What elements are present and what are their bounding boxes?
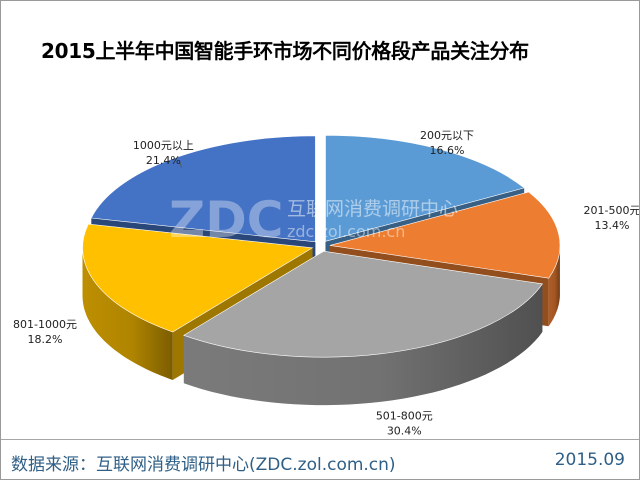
- slice-value-501-800: 30.4%: [387, 425, 422, 438]
- slice-201-500: [329, 191, 561, 279]
- slice-label-801-1000: 801-1000元: [13, 318, 77, 331]
- slice-value-1000: 21.4%: [146, 154, 181, 167]
- slice-side-shade-201-500: [548, 245, 560, 327]
- pie-chart: ZDC 互联网消费调研中心 zdc.zol.com.cn 200元以下 16.6%…: [13, 129, 639, 438]
- slice-value-200: 16.6%: [430, 144, 465, 157]
- slice-label-1000: 1000元以上: [133, 139, 194, 152]
- slice-label-501-800: 501-800元: [376, 410, 433, 423]
- pie-tops: [82, 134, 561, 358]
- slice-value-201-500: 13.4%: [595, 219, 630, 232]
- slice-label-200: 200元以下: [420, 129, 474, 142]
- slice-label-201-500: 201-500元: [584, 204, 639, 217]
- slice-value-801-1000: 18.2%: [28, 333, 63, 346]
- watermark-url: zdc.zol.com.cn: [287, 222, 405, 241]
- pie-labels: 200元以下 16.6% 201-500元 13.4% 501-800元 30.4% 801…: [13, 129, 639, 438]
- pie-leaders: [179, 162, 182, 168]
- footer-source: 数据来源：互联网消费调研中心(ZDC.zol.com.cn): [11, 455, 396, 475]
- slice-side-shade-801-1000: [82, 247, 173, 380]
- slice-501-800: [183, 250, 543, 358]
- footer: 数据来源：互联网消费调研中心(ZDC.zol.com.cn) 2015.09: [1, 439, 639, 479]
- slice-801-1000: [82, 223, 314, 333]
- watermark-logo: ZDC: [169, 191, 283, 249]
- slice-side-shade-501-800: [183, 283, 543, 406]
- watermark: ZDC 互联网消费调研中心 zdc.zol.com.cn: [169, 191, 458, 249]
- leader-line-1000: [179, 162, 182, 168]
- slice-1000: [90, 135, 316, 243]
- slice-200: [325, 134, 525, 242]
- footer-date: 2015.09: [554, 450, 625, 470]
- chart-title: 2015上半年中国智能手环市场不同价格段产品关注分布: [41, 39, 529, 63]
- watermark-name: 互联网消费调研中心: [287, 198, 458, 220]
